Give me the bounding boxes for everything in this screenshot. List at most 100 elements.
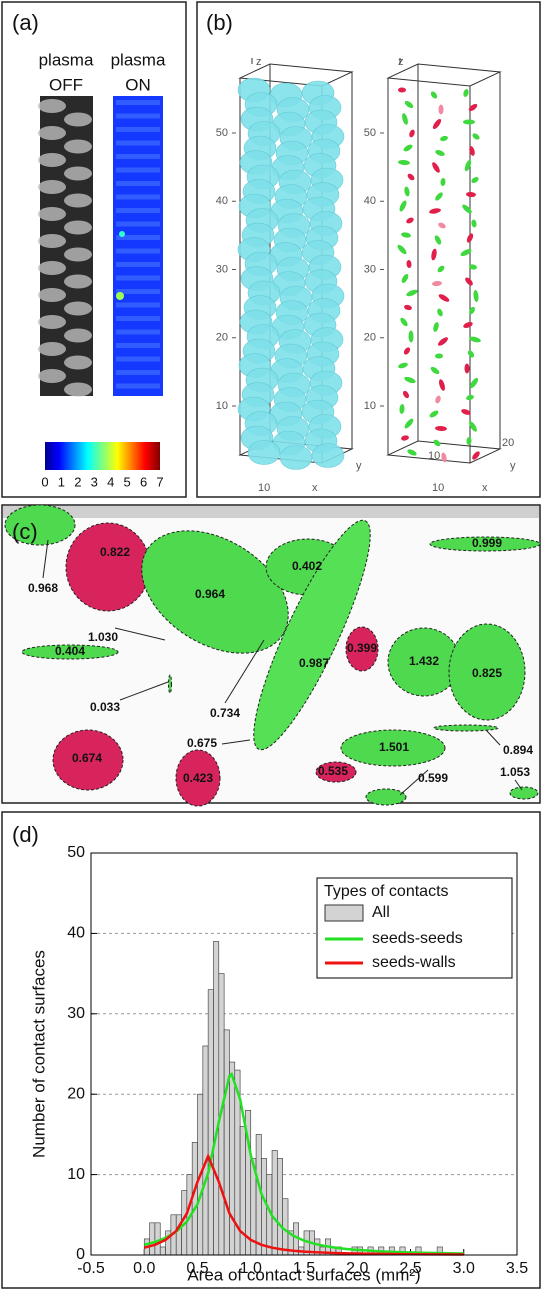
- panel-label: (b): [206, 10, 233, 35]
- z-tick-label: 40: [364, 195, 376, 207]
- contact: [469, 377, 479, 389]
- contact: [463, 322, 473, 328]
- y-tick-label: 50: [67, 844, 85, 861]
- contact: [432, 280, 442, 287]
- colorbar-tick-label: 4: [107, 474, 114, 489]
- x-tick-label: 2.0: [346, 1260, 368, 1277]
- tick-label: 10: [432, 482, 444, 494]
- panel-label: (a): [12, 10, 39, 35]
- seed-photo: [64, 328, 92, 343]
- contact: [467, 350, 475, 358]
- contact-area-label: 0.968: [28, 581, 58, 595]
- contact-area-label: 0.964: [195, 587, 225, 601]
- seed-photo: [64, 274, 92, 289]
- contact: [468, 103, 478, 112]
- plasma-glow: [116, 140, 160, 146]
- contact: [437, 265, 445, 273]
- legend-title: Types of contacts: [324, 883, 449, 900]
- column-label: ON: [125, 75, 151, 94]
- contact: [473, 290, 479, 302]
- contact: [469, 336, 481, 343]
- contact: [406, 289, 418, 297]
- z-tick-label: 10: [216, 400, 228, 412]
- contact: [471, 219, 477, 228]
- axis-label: z: [256, 56, 262, 68]
- x-tick-label: 0.0: [133, 1260, 155, 1277]
- histogram-bar: [229, 1061, 236, 1256]
- contact: [435, 395, 441, 404]
- panel-label: (d): [12, 822, 39, 847]
- legend-box: [316, 877, 513, 979]
- contact-area-label: 0.999: [472, 536, 502, 550]
- plasma-spot: [119, 231, 125, 237]
- colorbar-tick-label: 2: [74, 474, 81, 489]
- contact: [435, 192, 443, 201]
- contact-area-label: 0.402: [292, 559, 322, 573]
- plasma-glow: [116, 194, 160, 200]
- histogram-bar: [159, 1246, 166, 1256]
- box-3d: [237, 58, 354, 470]
- seed-photo: [38, 126, 66, 140]
- colorbar-tick-label: 5: [124, 474, 131, 489]
- contact: [398, 362, 408, 369]
- contact: [398, 87, 406, 93]
- colorbar-tick-label: 0: [41, 474, 48, 489]
- seed-photo: [38, 288, 66, 302]
- seed: [311, 443, 345, 468]
- z-tick-label: 50: [216, 127, 228, 139]
- contact: [469, 146, 475, 156]
- seed-photo: [38, 315, 66, 329]
- contact-area-label: 0.825: [472, 666, 502, 680]
- seed-photo: [38, 207, 66, 221]
- seed: [279, 445, 313, 470]
- plasma-glow: [116, 127, 160, 132]
- plasma-glow: [116, 248, 160, 254]
- plasma-glow: [116, 302, 160, 308]
- contact: [401, 435, 409, 441]
- contact: [398, 159, 410, 166]
- fit-line: [143, 1152, 464, 1256]
- contact: [402, 390, 410, 399]
- contact: [472, 133, 480, 140]
- plasma-spot: [116, 292, 124, 300]
- contact: [435, 150, 445, 156]
- contact: [433, 439, 441, 447]
- seed-photo: [64, 301, 92, 316]
- panel-d: (d) Area of contact surfaces (mm²) Numbe…: [1, 811, 541, 1289]
- panel-label: (c): [12, 519, 38, 544]
- y-tick-label: 10: [67, 1166, 85, 1183]
- x-tick-label: -0.5: [77, 1260, 105, 1277]
- contact: [429, 208, 441, 214]
- plasma-glow: [116, 329, 160, 335]
- leader-lines: [42, 539, 523, 796]
- y-tick-label: 0: [76, 1246, 85, 1263]
- plasma-glow: [116, 167, 160, 173]
- legend-label: seeds-walls: [372, 954, 456, 971]
- contact-area-label: 0.675: [187, 736, 217, 750]
- histogram-bar: [277, 1158, 283, 1256]
- plasma-glow: [116, 181, 160, 186]
- x-axis-label: Area of contact surfaces (mm²): [187, 1265, 420, 1284]
- colorbar-tick-label: 3: [91, 474, 98, 489]
- z-tick-label: 10: [364, 400, 376, 412]
- seed-photo: [64, 139, 92, 154]
- contact-area-label: 1.432: [409, 654, 439, 668]
- contact: [404, 418, 414, 429]
- x-tick-label: 1.5: [293, 1260, 315, 1277]
- contact-area-label: 0.734: [210, 706, 240, 720]
- y-axis-label: Number of contact surfaces: [29, 950, 48, 1158]
- plasma-glow: [116, 383, 160, 389]
- seed-photo: [64, 112, 92, 127]
- contact: [397, 244, 407, 255]
- plasma-glow: [116, 221, 160, 227]
- legend-label: seeds-seeds: [372, 930, 463, 947]
- contact: [466, 394, 474, 401]
- plasma-glow: [116, 370, 160, 375]
- y-tick-label: 20: [67, 1085, 85, 1102]
- contact: [406, 260, 412, 268]
- histogram-bar: [202, 1045, 209, 1256]
- toolbar: [3, 506, 539, 518]
- contact: [469, 306, 475, 315]
